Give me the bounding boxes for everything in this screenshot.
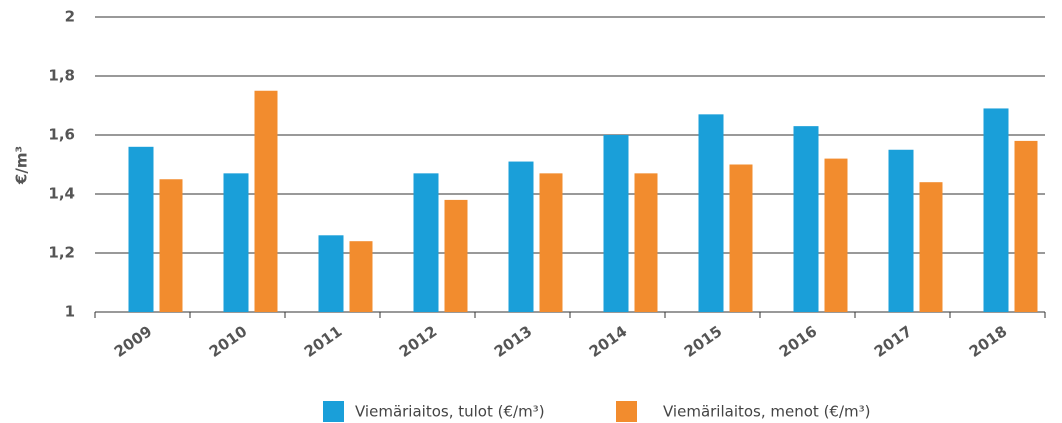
y-axis-label: €/m³ — [13, 146, 31, 185]
x-tick-label: 2009 — [111, 322, 156, 361]
bar — [254, 90, 278, 312]
legend-label: Viemäriaitos, tulot (€/m³) — [355, 403, 545, 421]
bar — [603, 135, 629, 312]
bar — [444, 199, 468, 312]
bar — [508, 161, 534, 312]
bar — [698, 114, 724, 312]
bar — [159, 179, 183, 312]
y-tick-label: 1,8 — [48, 67, 75, 85]
bar — [634, 173, 658, 312]
bar — [729, 164, 753, 312]
x-tick-label: 2015 — [681, 322, 726, 361]
x-tick-label: 2018 — [966, 322, 1011, 361]
legend-label: Viemärilaitos, menot (€/m³) — [663, 403, 871, 421]
bar — [983, 108, 1009, 312]
bar — [413, 173, 439, 312]
bar — [1014, 140, 1038, 312]
x-tick-label: 2013 — [491, 322, 536, 361]
bar — [128, 146, 154, 312]
y-tick-label: 1,6 — [48, 126, 75, 144]
x-tick-label: 2014 — [586, 322, 631, 361]
bar — [824, 158, 848, 312]
bar — [919, 182, 943, 312]
y-tick-label: 2 — [65, 8, 75, 26]
x-tick-label: 2016 — [776, 322, 821, 361]
bar — [349, 241, 373, 312]
x-tick-label: 2010 — [206, 322, 251, 361]
bar — [888, 149, 914, 312]
y-tick-label: 1 — [65, 303, 75, 321]
x-tick-label: 2017 — [871, 322, 916, 361]
x-tick-label: 2012 — [396, 322, 441, 361]
bar — [539, 173, 563, 312]
y-tick-label: 1,2 — [48, 244, 75, 262]
x-tick-label: 2011 — [301, 322, 346, 361]
legend-swatch — [616, 401, 637, 422]
bar — [223, 173, 249, 312]
legend-swatch — [323, 401, 344, 422]
bar — [318, 235, 344, 312]
y-tick-label: 1,4 — [48, 185, 75, 203]
bar — [793, 126, 819, 313]
